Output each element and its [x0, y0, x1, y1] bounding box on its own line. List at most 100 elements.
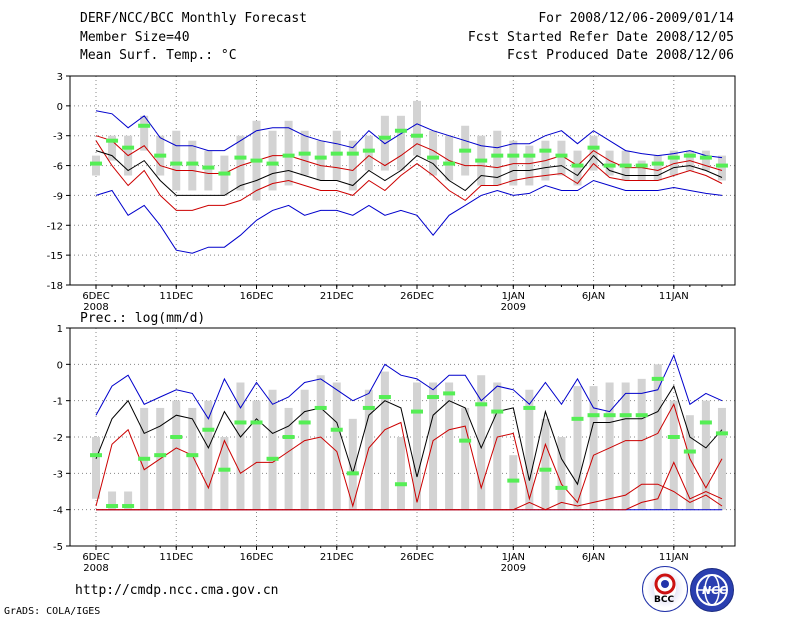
spread-box — [717, 155, 726, 181]
ncc-logo: NCC — [690, 568, 734, 612]
spread-box — [621, 382, 630, 510]
spread-box — [653, 155, 662, 181]
y-tick-label: 0 — [57, 102, 63, 113]
series-line-max — [95, 353, 723, 420]
spread-box — [396, 115, 405, 171]
spread-box — [445, 135, 454, 181]
series-line-p75 — [95, 135, 723, 174]
spread-box — [493, 382, 502, 510]
spread-box — [637, 378, 646, 510]
y-tick-label: -3 — [53, 469, 63, 480]
start-date: Fcst Started Refer Date 2008/12/05 — [467, 30, 734, 45]
spread-box — [108, 491, 117, 510]
y-tick-label: -18 — [47, 281, 63, 292]
y-tick-label: -12 — [47, 221, 63, 232]
x-tick-year: 2009 — [501, 302, 526, 313]
spread-box — [92, 437, 100, 499]
spread-box — [605, 382, 614, 510]
spread-box — [204, 150, 213, 191]
spread-box — [493, 130, 502, 186]
spread-box — [429, 382, 438, 510]
x-tick-year: 2009 — [501, 563, 526, 574]
spread-box — [236, 135, 245, 191]
bcc-logo-text: BCC — [654, 595, 675, 605]
y-tick-label: -15 — [47, 251, 63, 262]
x-tick-label: 16DEC — [240, 552, 274, 563]
series-line-mean — [95, 384, 723, 486]
source-url[interactable]: http://cmdp.ncc.cma.gov.cn — [75, 583, 279, 598]
prec-title: Prec.: log(mm/d) — [80, 311, 206, 326]
spread-box — [284, 120, 293, 186]
x-tick-label: 6JAN — [582, 552, 605, 563]
forecast-period: For 2008/12/06-2009/01/14 — [538, 11, 734, 26]
spread-box — [140, 115, 149, 151]
spread-box — [685, 415, 694, 510]
x-tick-label: 21DEC — [320, 552, 354, 563]
spread-box — [509, 140, 518, 186]
y-tick-label: -9 — [53, 191, 63, 202]
spread-box — [252, 400, 261, 510]
x-tick-label: 16DEC — [240, 291, 274, 302]
series-line-min — [95, 179, 723, 254]
x-tick-label: 6DEC — [82, 552, 109, 563]
spread-box — [557, 140, 566, 176]
spread-box — [701, 400, 710, 510]
y-tick-label: 1 — [57, 324, 63, 335]
spread-box — [172, 130, 181, 191]
spread-box — [348, 418, 357, 510]
spread-box — [268, 389, 277, 510]
x-tick-label: 26DEC — [400, 552, 434, 563]
x-tick-label: 21DEC — [320, 291, 354, 302]
spread-box — [300, 389, 309, 510]
produced-date: Fcst Produced Date 2008/12/06 — [507, 48, 734, 63]
spread-box — [653, 364, 662, 510]
series-line-mean — [95, 150, 723, 196]
spread-box — [316, 140, 325, 181]
spread-box — [413, 382, 421, 510]
x-tick-label: 11DEC — [159, 552, 193, 563]
x-tick-label: 26DEC — [400, 291, 434, 302]
spread-box — [445, 382, 454, 510]
y-tick-label: -3 — [53, 132, 63, 143]
spread-box — [396, 437, 405, 510]
grads-credit: GrADS: COLA/IGES — [4, 606, 101, 617]
spread-box — [701, 150, 710, 171]
spread-box — [669, 400, 678, 510]
x-tick-year: 2008 — [83, 563, 108, 574]
y-tick-label: 0 — [57, 360, 63, 371]
spread-box — [557, 437, 566, 510]
member-size: Member Size=40 — [80, 30, 190, 45]
spread-box — [236, 382, 245, 510]
y-tick-label: -1 — [53, 397, 63, 408]
y-tick-label: -4 — [53, 506, 63, 517]
y-tick-label: 3 — [57, 72, 63, 83]
spread-box — [204, 400, 213, 510]
spread-box — [429, 130, 438, 176]
x-tick-year: 2008 — [83, 302, 108, 313]
x-tick-label: 6DEC — [82, 291, 109, 302]
y-tick-label: -5 — [53, 542, 63, 553]
spread-box — [573, 150, 582, 186]
x-tick-label: 11JAN — [659, 552, 689, 563]
chart-title: DERF/NCC/BCC Monthly Forecast — [80, 11, 307, 26]
spread-box — [589, 386, 598, 510]
series-line-max — [95, 110, 723, 159]
spread-box — [268, 130, 277, 191]
x-tick-label: 1JAN — [502, 291, 525, 302]
spread-box — [525, 145, 534, 186]
spread-box — [541, 418, 550, 510]
spread-box — [364, 135, 373, 171]
spread-box — [332, 382, 341, 510]
spread-box — [316, 375, 325, 510]
variable-label: Mean Surf. Temp.: °C — [80, 48, 237, 63]
ncc-logo-text: NCC — [702, 584, 728, 597]
spread-box — [413, 100, 421, 156]
spread-box — [525, 389, 534, 510]
bcc-logo-icon — [654, 573, 676, 595]
bcc-logo: BCC — [642, 566, 688, 612]
spread-box — [380, 371, 389, 510]
x-tick-label: 6JAN — [582, 291, 605, 302]
